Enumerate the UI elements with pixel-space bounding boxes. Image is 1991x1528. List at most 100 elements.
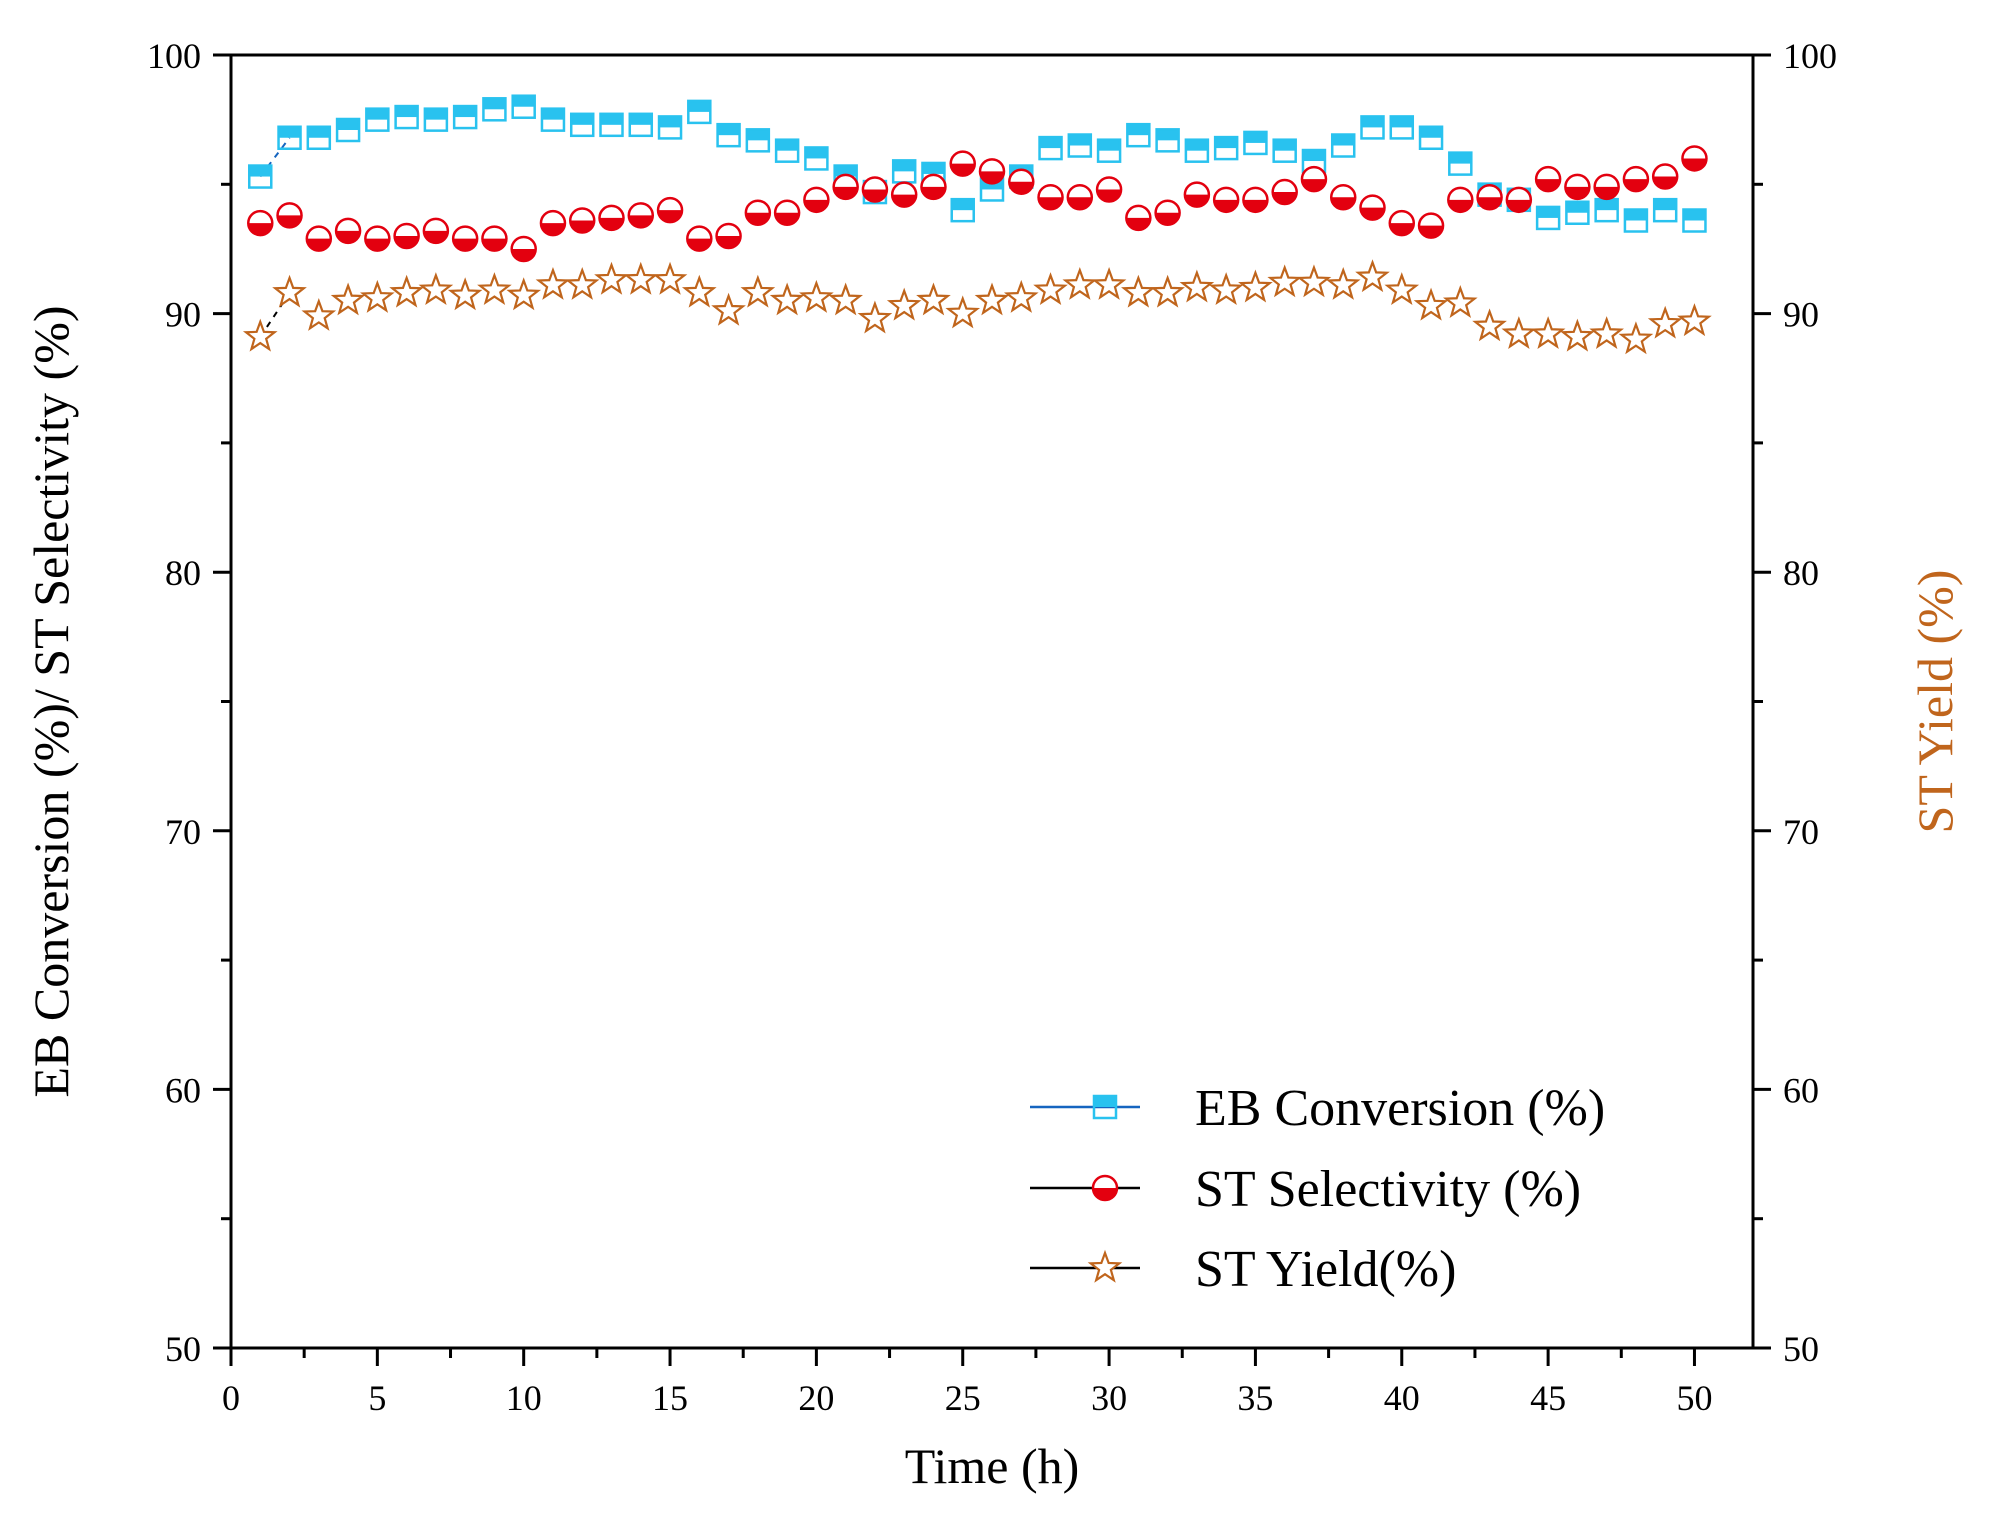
st-selectivity-point — [481, 225, 508, 252]
st-yield-point — [1472, 308, 1507, 342]
y-left-tick-label: 100 — [147, 36, 201, 76]
eb-conversion-point — [423, 107, 449, 132]
y-right-tick-label: 70 — [1783, 812, 1819, 852]
st-yield-point — [1062, 266, 1098, 300]
eb-conversion-point — [511, 94, 536, 119]
st-yield-point — [447, 277, 483, 311]
st-selectivity-point — [1564, 173, 1591, 201]
eb-conversion-point — [950, 197, 975, 223]
st-selectivity-point — [247, 209, 274, 237]
y-left-tick-label: 50 — [165, 1329, 201, 1369]
eb-conversion-point — [335, 117, 361, 143]
st-yield-point — [418, 272, 454, 306]
y-axis-right-label: ST Yield (%) — [1907, 570, 1963, 834]
legend-label: ST Selectivity (%) — [1195, 1161, 1581, 1218]
st-yield-point — [652, 261, 688, 295]
st-selectivity-point — [803, 186, 830, 214]
st-yield-point — [1530, 316, 1566, 350]
st-yield-point — [330, 282, 366, 316]
st-yield-point — [564, 266, 600, 300]
st-selectivity-point — [1593, 173, 1620, 201]
eb-conversion-point — [365, 107, 390, 132]
st-selectivity-point — [539, 209, 567, 237]
st-yield-point — [1325, 266, 1361, 300]
eb-conversion-point — [657, 115, 683, 140]
st-selectivity-point — [276, 202, 303, 229]
y-axis-left-label: EB Conversion (%)/ ST Selectivity (%) — [23, 305, 79, 1097]
eb-conversion-point — [1418, 125, 1444, 151]
st-selectivity-point — [920, 173, 947, 201]
x-axis-label: Time (h) — [905, 1438, 1080, 1494]
st-yield-point — [594, 261, 629, 295]
eb-conversion-point — [1272, 138, 1297, 163]
eb-conversion-point — [1652, 197, 1678, 223]
eb-conversion-point — [540, 107, 566, 132]
legend-item: EB Conversion (%) — [1030, 1080, 1605, 1137]
x-tick-label: 45 — [1530, 1378, 1566, 1418]
st-selectivity-point — [1681, 145, 1708, 172]
st-selectivity-point — [568, 207, 596, 234]
st-yield-point — [916, 282, 951, 316]
st-yield-point — [1355, 259, 1390, 293]
eb-conversion-point — [1389, 115, 1415, 140]
st-selectivity-point — [1622, 165, 1650, 193]
st-yield-point — [535, 266, 571, 300]
eb-conversion-point — [1535, 205, 1561, 231]
st-yield-point — [1150, 274, 1185, 308]
st-selectivity-point — [1271, 178, 1298, 206]
st-selectivity-point — [1329, 183, 1357, 211]
st-yield-point — [242, 318, 278, 352]
st-selectivity-point — [598, 204, 625, 232]
st-yield-point — [828, 282, 863, 316]
st-selectivity-point — [890, 181, 918, 208]
st-selectivity-point — [744, 199, 772, 226]
st-selectivity-point — [1300, 165, 1328, 193]
st-yield-point — [857, 300, 893, 334]
st-yield-point — [1413, 287, 1449, 321]
eb-conversion-point — [569, 112, 595, 138]
st-yield-point — [769, 282, 805, 316]
y-left-tick-label: 70 — [165, 812, 201, 852]
st-selectivity-point — [1359, 194, 1386, 221]
eb-conversion-point — [452, 104, 478, 130]
x-tick-label: 50 — [1676, 1378, 1712, 1418]
x-tick-label: 20 — [798, 1378, 834, 1418]
eb-conversion-point — [394, 104, 419, 130]
eb-conversion-point — [1096, 138, 1122, 163]
st-yield-point — [711, 292, 746, 326]
legend-label: ST Yield(%) — [1195, 1241, 1456, 1298]
st-selectivity-point — [1417, 212, 1445, 239]
x-tick-label: 5 — [368, 1378, 386, 1418]
series-st-selectivity — [247, 145, 1708, 263]
y-right-tick-label: 80 — [1783, 553, 1819, 593]
st-yield-point — [1179, 269, 1215, 303]
y-left-tick-label: 90 — [165, 295, 201, 335]
st-yield-point — [1442, 285, 1478, 318]
st-selectivity-point — [1125, 204, 1152, 232]
st-yield-point — [1618, 321, 1654, 355]
eb-conversion-point — [1213, 135, 1239, 161]
eb-conversion-point — [1126, 122, 1151, 148]
st-yield-point — [506, 277, 542, 311]
st-yield-point — [272, 274, 307, 308]
st-yield-point — [1647, 305, 1683, 339]
st-yield-point — [360, 279, 395, 313]
eb-conversion-point — [1682, 208, 1707, 233]
y-right-tick-label: 90 — [1783, 295, 1819, 335]
st-selectivity-point — [1183, 181, 1211, 208]
st-yield-point — [886, 287, 922, 321]
eb-conversion-point — [248, 164, 273, 189]
st-yield-point — [1589, 316, 1624, 350]
eb-conversion-point — [687, 99, 712, 125]
eb-conversion-point — [1360, 115, 1385, 140]
eb-conversion-point — [1243, 130, 1268, 156]
st-selectivity-point — [715, 222, 742, 250]
st-selectivity-point — [393, 222, 420, 250]
y-right-tick-label: 60 — [1783, 1070, 1819, 1110]
legend-marker — [1091, 1174, 1119, 1202]
legend-marker — [1087, 1249, 1123, 1283]
eb-conversion-point — [1155, 128, 1180, 153]
st-selectivity-point — [1066, 183, 1094, 211]
st-selectivity-point — [1534, 165, 1562, 193]
